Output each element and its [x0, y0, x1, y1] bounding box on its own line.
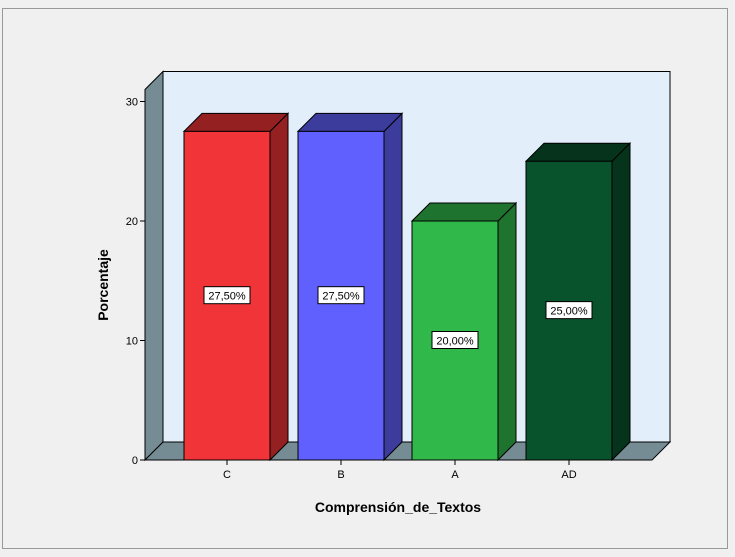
bar-top	[296, 112, 404, 132]
y-tick-label: 0	[132, 455, 138, 467]
data-label-text: 27,50%	[208, 291, 246, 303]
y-tick-label: 30	[126, 97, 138, 109]
x-axis-title: Comprensión_de_Textos	[315, 499, 481, 515]
y-tick-label: 10	[126, 336, 138, 348]
bar-b: 27,50%	[296, 112, 404, 462]
bars: 27,50% 27,50% 20,00% 25,00%	[182, 112, 632, 462]
bar-top	[410, 202, 518, 222]
x-tick-label: B	[337, 469, 344, 481]
data-label-box	[317, 286, 365, 305]
bar-top	[182, 112, 290, 132]
y-axis: 0 10 20 30	[126, 89, 146, 467]
bar-side	[269, 112, 289, 462]
bar-side	[611, 142, 631, 462]
data-label-box	[545, 301, 593, 320]
bar-c: 27,50%	[182, 112, 290, 462]
data-label: 27,50%	[317, 286, 365, 305]
x-axis: C B A AD	[145, 459, 652, 481]
bar-side	[383, 112, 403, 462]
data-label: 27,50%	[203, 286, 251, 305]
left-wall	[144, 70, 164, 462]
data-label: 25,00%	[545, 301, 593, 320]
bar-side	[497, 201, 517, 462]
bar-a: 20,00%	[410, 201, 518, 462]
x-tick-label: AD	[561, 469, 576, 481]
bar-ad: 25,00%	[524, 142, 632, 462]
x-tick-label: C	[223, 469, 231, 481]
y-axis-title: Porcentaje	[95, 249, 111, 321]
data-label-text: 27,50%	[322, 291, 360, 303]
data-label-box	[431, 331, 479, 349]
bar-top	[524, 142, 632, 162]
data-label-box	[203, 286, 251, 305]
data-label: 20,00%	[431, 331, 479, 349]
data-label-text: 25,00%	[550, 306, 588, 318]
x-tick-label: A	[451, 469, 459, 481]
y-tick-label: 20	[126, 216, 138, 228]
data-label-text: 20,00%	[436, 336, 474, 348]
